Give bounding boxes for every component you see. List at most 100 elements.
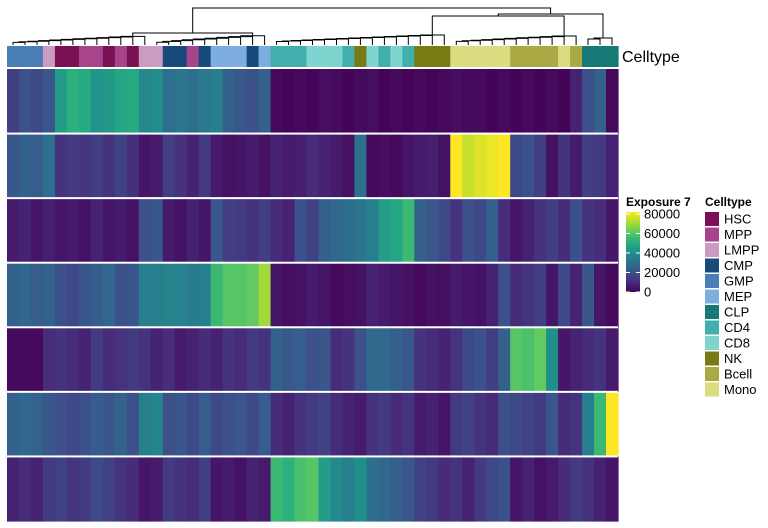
row-separator xyxy=(7,261,618,264)
heatmap-cell xyxy=(126,198,140,264)
annotation-cell xyxy=(582,46,595,67)
heatmap-cell xyxy=(522,133,535,199)
heatmap-cell xyxy=(474,133,487,199)
heatmap-cell xyxy=(570,391,583,458)
heatmap-cell xyxy=(378,391,391,458)
heatmap-cell xyxy=(54,391,68,458)
heatmap-cell xyxy=(42,327,56,393)
heatmap-cell xyxy=(462,262,475,328)
legend-title: Celltype xyxy=(705,195,752,209)
annotation-cell xyxy=(102,46,116,67)
heatmap-cell xyxy=(222,133,236,199)
heatmap-cell xyxy=(198,133,212,199)
annotation-cell xyxy=(486,46,499,67)
heatmap-cell xyxy=(534,262,547,328)
heatmap-cell xyxy=(198,198,212,264)
heatmap-cell xyxy=(222,198,236,264)
heatmap-cell xyxy=(486,69,499,135)
heatmap-cell xyxy=(438,198,451,264)
heatmap-cell xyxy=(102,262,116,328)
heatmap-cell xyxy=(210,456,224,522)
annotation-cell xyxy=(18,46,32,67)
annotation-cell xyxy=(558,46,571,67)
annotation-cell xyxy=(162,46,176,67)
heatmap-cell xyxy=(18,133,32,199)
heatmap-cell xyxy=(378,456,391,522)
heatmap-cell xyxy=(534,391,547,458)
heatmap-cell xyxy=(78,391,92,458)
heatmap-cell xyxy=(234,69,248,135)
heatmap-cell xyxy=(210,69,224,135)
heatmap-cell xyxy=(546,69,559,135)
heatmap-cell xyxy=(462,327,475,393)
heatmap-cell xyxy=(174,69,188,135)
heatmap-cell xyxy=(462,198,475,264)
heatmap-cell xyxy=(534,133,547,199)
heatmap-cell xyxy=(102,391,116,458)
heatmap-cell xyxy=(450,456,463,522)
colorbar-tick-label: 60000 xyxy=(644,226,680,241)
heatmap-cell xyxy=(582,262,595,328)
heatmap-cell xyxy=(498,456,511,522)
heatmap-cell xyxy=(210,262,224,328)
heatmap-cell xyxy=(30,456,44,522)
heatmap-cell xyxy=(270,198,284,264)
heatmap-cell xyxy=(366,133,379,199)
heatmap-cell xyxy=(594,133,607,199)
heatmap-cell xyxy=(606,456,619,522)
heatmap-cell xyxy=(486,456,499,522)
annotation-cell xyxy=(390,46,403,67)
heatmap-cell xyxy=(90,456,104,522)
heatmap-cell xyxy=(18,262,32,328)
heatmap-cell xyxy=(510,327,523,393)
heatmap-cell xyxy=(354,262,368,328)
annotation-cell xyxy=(306,46,320,67)
heatmap-cell xyxy=(462,69,475,135)
heatmap-cell xyxy=(186,391,200,458)
heatmap-cell xyxy=(30,327,44,393)
heatmap-cell xyxy=(606,133,619,199)
heatmap-cell xyxy=(150,456,164,522)
colorbar: Exposure 7 0 20000 40000 60000 80000 xyxy=(626,195,691,300)
annotation-cell xyxy=(126,46,140,67)
colorbar-tick-label: 20000 xyxy=(644,265,680,280)
heatmap-cell xyxy=(606,69,619,135)
heatmap-cell xyxy=(138,327,152,393)
annotation-cell xyxy=(570,46,583,67)
heatmap-cell xyxy=(402,456,415,522)
heatmap-cell xyxy=(90,198,104,264)
heatmap-cell xyxy=(438,391,451,458)
heatmap-cell xyxy=(438,327,451,393)
row-separator xyxy=(7,132,618,135)
heatmap-cell xyxy=(414,327,427,393)
heatmap-cell xyxy=(90,262,104,328)
annotation-cell xyxy=(138,46,152,67)
heatmap-cell xyxy=(330,262,344,328)
annotation-cell xyxy=(546,46,559,67)
heatmap-cell xyxy=(7,327,20,393)
heatmap-cell xyxy=(390,456,403,522)
heatmap-cell xyxy=(174,262,188,328)
annotation-cell xyxy=(522,46,535,67)
annotation-cell xyxy=(42,46,56,67)
heatmap-cell xyxy=(246,456,260,522)
heatmap-cell xyxy=(66,391,80,458)
heatmap-cell xyxy=(102,69,116,135)
legend-swatch xyxy=(705,382,719,397)
heatmap-cell xyxy=(294,133,308,199)
annotation-cell xyxy=(114,46,128,67)
heatmap-cell xyxy=(378,262,391,328)
heatmap-cell xyxy=(426,198,439,264)
row-separator xyxy=(7,390,618,393)
annotation-cell xyxy=(294,46,308,67)
heatmap-cell xyxy=(270,456,284,522)
heatmap-cell xyxy=(510,456,523,522)
annotation-cell xyxy=(378,46,391,67)
annotation-cell xyxy=(270,46,284,67)
heatmap-cell xyxy=(150,262,164,328)
heatmap-cell xyxy=(354,133,368,199)
heatmap-cell xyxy=(558,198,571,264)
heatmap-cell xyxy=(198,262,212,328)
heatmap-cell xyxy=(426,262,439,328)
colorbar-tick-label: 80000 xyxy=(644,206,680,221)
